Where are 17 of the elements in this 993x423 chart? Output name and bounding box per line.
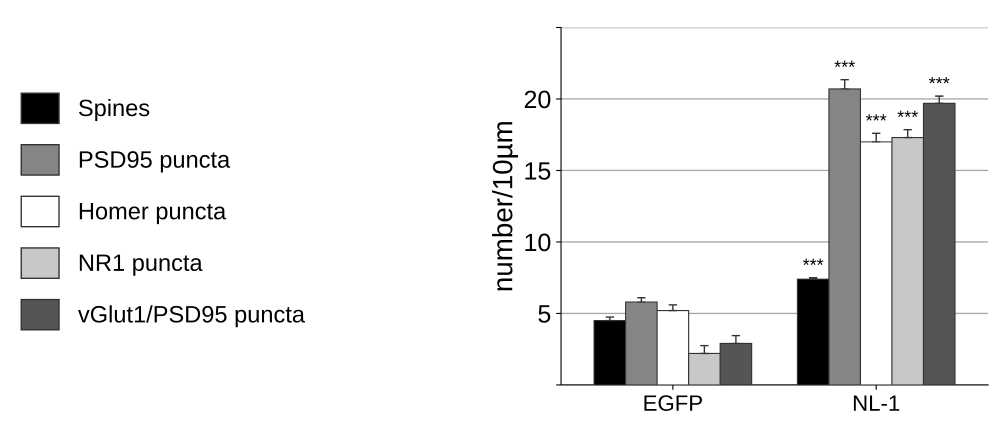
x-tick-label: NL-1 [854, 395, 900, 411]
legend-label: NR1 puncta [80, 254, 203, 276]
legend-label: Spines [78, 98, 150, 121]
y-tick-label: 10 [525, 234, 550, 252]
x-tick-label: EGFP [644, 395, 702, 411]
data-label: *** [928, 77, 950, 84]
data-label: *** [897, 110, 918, 118]
y-tick-label: 15 [525, 162, 550, 180]
data-label: *** [802, 258, 824, 266]
y-tick-label: 20 [524, 90, 550, 108]
legend-label: PSD95 puncta [80, 151, 230, 173]
legend-label: vGlut1/PSD95 puncta [78, 305, 305, 328]
data-label: *** [866, 114, 886, 121]
y-axis-title: number/10µm [492, 122, 518, 290]
y-tick-label: 5 [538, 305, 550, 323]
legend-label: Homer puncta [80, 202, 226, 224]
data-label: *** [834, 60, 855, 67]
